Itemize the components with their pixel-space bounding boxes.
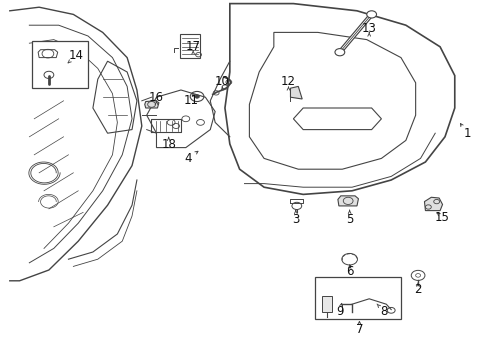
Text: 9: 9 — [335, 305, 343, 318]
Text: 3: 3 — [291, 213, 299, 226]
Polygon shape — [290, 86, 302, 99]
Polygon shape — [144, 101, 159, 108]
Circle shape — [194, 95, 199, 98]
Text: 1: 1 — [462, 127, 470, 140]
Text: 12: 12 — [281, 75, 295, 87]
Bar — [180, 34, 199, 58]
Text: 6: 6 — [345, 265, 353, 278]
Text: 13: 13 — [361, 22, 376, 35]
Text: 18: 18 — [161, 138, 176, 150]
Text: 7: 7 — [355, 323, 363, 336]
Text: 4: 4 — [184, 152, 192, 165]
Polygon shape — [337, 196, 358, 206]
Text: 8: 8 — [379, 305, 387, 318]
Text: 5: 5 — [345, 213, 353, 226]
Bar — [32, 41, 88, 88]
Text: 15: 15 — [434, 211, 449, 224]
Text: 16: 16 — [149, 91, 163, 104]
Bar — [321, 296, 331, 312]
Text: 11: 11 — [183, 94, 198, 107]
Polygon shape — [424, 197, 442, 211]
Text: 2: 2 — [413, 283, 421, 296]
Circle shape — [334, 49, 344, 56]
Polygon shape — [224, 4, 454, 194]
Bar — [315, 277, 400, 319]
Text: 14: 14 — [68, 49, 83, 62]
Circle shape — [366, 11, 376, 18]
Text: 10: 10 — [215, 75, 229, 87]
Text: 17: 17 — [185, 40, 200, 53]
